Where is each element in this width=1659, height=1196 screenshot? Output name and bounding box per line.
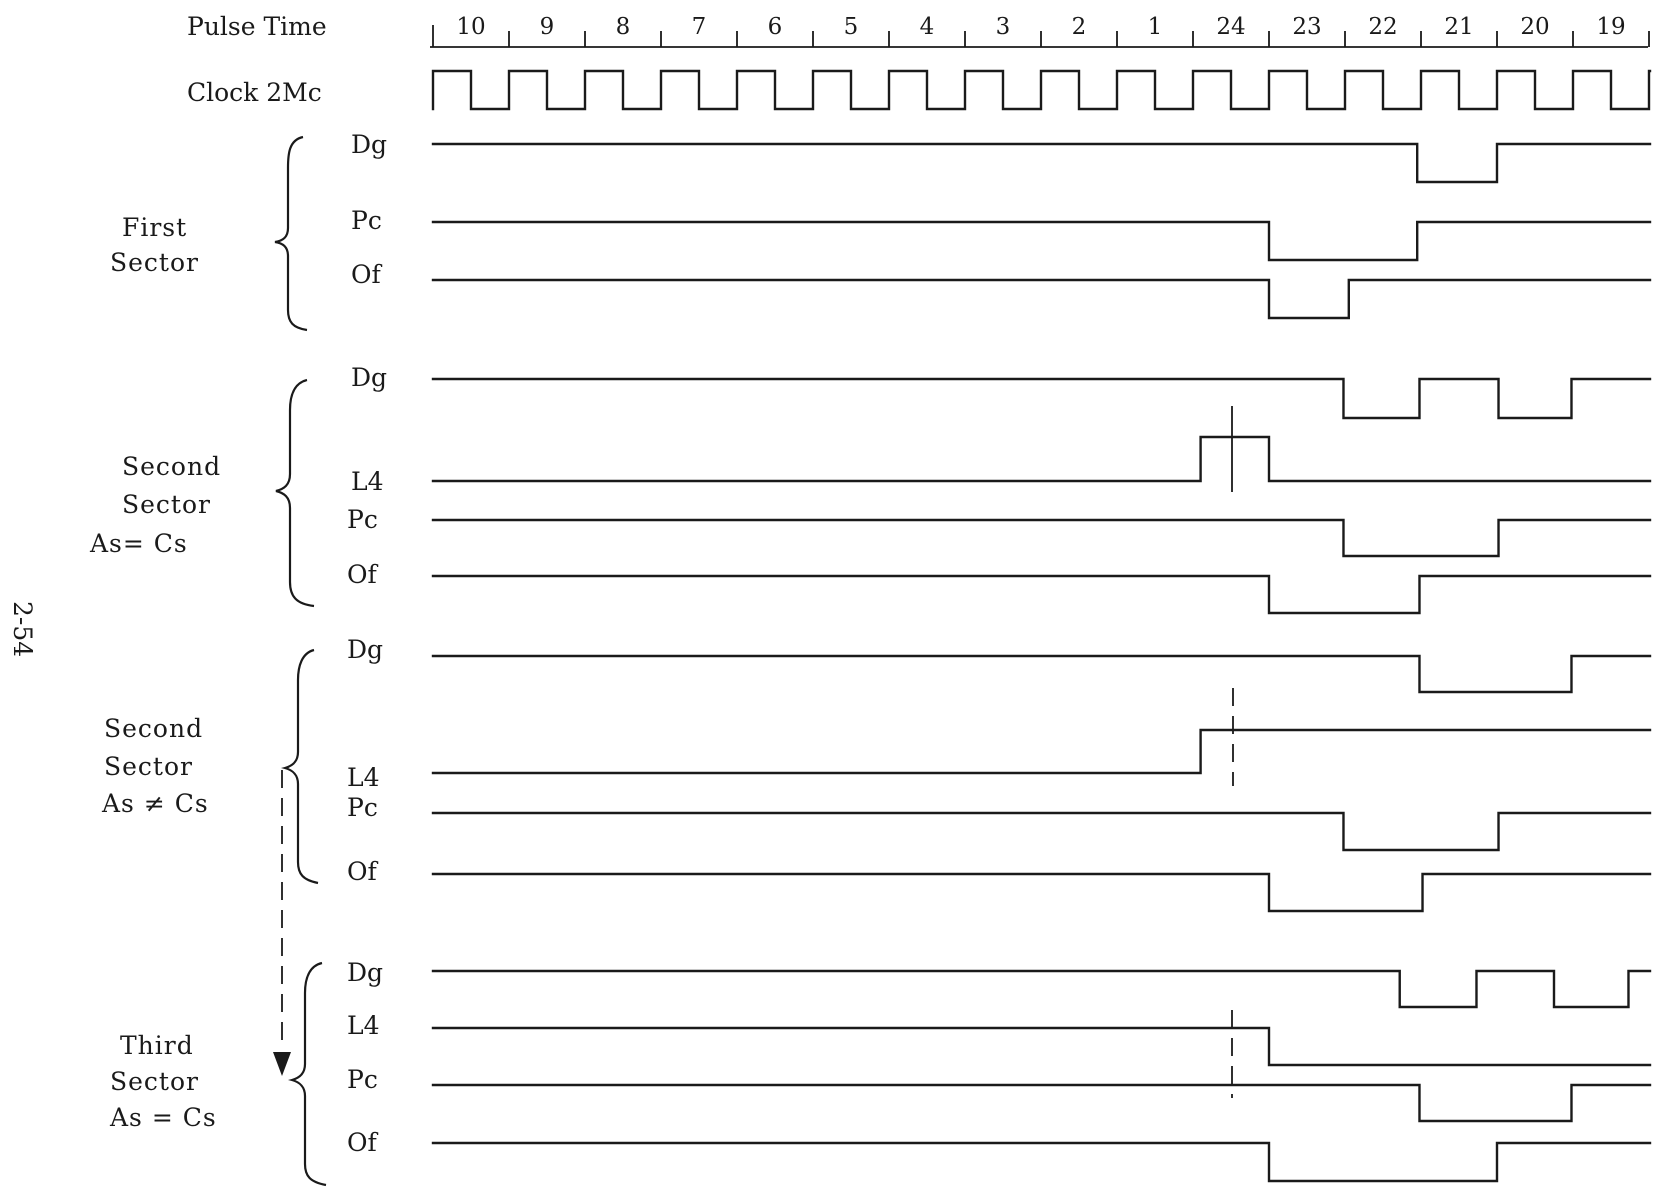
pulse-time-value: 5 <box>844 14 859 40</box>
pulse-time-value: 19 <box>1596 14 1625 40</box>
group-title-line: Sector <box>110 248 199 277</box>
group-brace <box>288 961 327 1187</box>
pulse-time-value: 8 <box>616 14 631 40</box>
signal-label-of: Of <box>347 1128 378 1157</box>
waveform-dg <box>431 654 1652 694</box>
pulse-time-value: 24 <box>1216 14 1245 40</box>
signal-label-of: Of <box>347 857 378 886</box>
pulse-time-value: 22 <box>1368 14 1397 40</box>
pulse-time-value: 9 <box>540 14 555 40</box>
waveform-dg <box>431 142 1652 184</box>
waveform-of <box>431 872 1652 913</box>
pulse-time-value: 20 <box>1520 14 1549 40</box>
group-third-sector: Third Sector As = Cs Dg L4 Pc Of <box>109 958 1652 1187</box>
group-second-sector-equal: Second Sector As= Cs Dg L4 Pc Of <box>89 363 1652 615</box>
group-brace <box>275 378 315 608</box>
page-number: 2-54 <box>8 601 37 657</box>
signal-label-dg: Dg <box>351 363 387 392</box>
signal-label-pc: Pc <box>347 1065 378 1094</box>
waveform-l4 <box>431 728 1652 775</box>
signal-label-dg: Dg <box>351 130 387 159</box>
pulse-time-value: 2 <box>1072 14 1087 40</box>
signal-label-dg: Dg <box>347 635 383 664</box>
waveform-pc <box>431 1083 1652 1123</box>
pulse-time-value: 7 <box>692 14 707 40</box>
signal-label-l4: L4 <box>347 1011 380 1040</box>
group-title-line: Second <box>104 714 203 743</box>
group-title-line: Second <box>122 452 221 481</box>
group-first-sector: First Sector Dg Pc Of <box>110 130 1652 332</box>
signal-label-pc: Pc <box>351 206 382 235</box>
pulse-time-value: 10 <box>456 14 485 40</box>
pulse-time-scale: 10 9 8 7 6 5 4 3 2 1 24 23 22 21 20 19 <box>432 14 1650 47</box>
signal-label-dg: Dg <box>347 958 383 987</box>
waveform-of <box>431 1141 1652 1183</box>
waveform-of <box>431 278 1652 320</box>
group-second-sector-not-equal: Second Sector As ≠ Cs Dg L4 Pc Of <box>101 635 1652 913</box>
group-title-line: As ≠ Cs <box>101 789 209 818</box>
pulse-time-value: 3 <box>996 14 1011 40</box>
clock-waveform <box>431 69 1652 111</box>
group-title-line: Third <box>120 1031 194 1060</box>
signal-label-l4: L4 <box>347 763 380 792</box>
pulse-time-label: Pulse Time <box>187 12 327 41</box>
sector-transition-arrow <box>273 770 291 1076</box>
group-title-line: As = Cs <box>109 1103 217 1132</box>
signal-label-of: Of <box>351 260 382 289</box>
signal-label-of: Of <box>347 560 378 589</box>
pulse-time-value: 23 <box>1292 14 1321 40</box>
waveform-pc <box>431 220 1652 262</box>
waveform-dg <box>431 377 1652 420</box>
signal-label-pc: Pc <box>347 793 378 822</box>
pulse-time-value: 6 <box>768 14 783 40</box>
signal-label-l4: L4 <box>351 467 384 496</box>
clock-label: Clock 2Mc <box>187 78 322 107</box>
group-brace <box>274 135 308 332</box>
signal-label-pc: Pc <box>347 505 378 534</box>
group-title-line: Sector <box>110 1067 199 1096</box>
pulse-time-value: 4 <box>920 14 935 40</box>
waveform-dg <box>431 969 1652 1009</box>
pulse-time-value: 21 <box>1444 14 1473 40</box>
group-title-line: Sector <box>122 490 211 519</box>
group-title-line: Sector <box>104 752 193 781</box>
group-title-line: As= Cs <box>89 529 188 558</box>
group-brace <box>281 648 319 885</box>
group-title-line: First <box>122 213 187 242</box>
waveform-l4 <box>431 435 1652 483</box>
arrow-head-icon <box>273 1052 291 1076</box>
pulse-time-value: 1 <box>1148 14 1163 40</box>
waveform-l4 <box>431 1026 1652 1067</box>
waveform-pc <box>431 811 1652 852</box>
waveform-pc <box>431 518 1652 558</box>
waveform-of <box>431 574 1652 615</box>
